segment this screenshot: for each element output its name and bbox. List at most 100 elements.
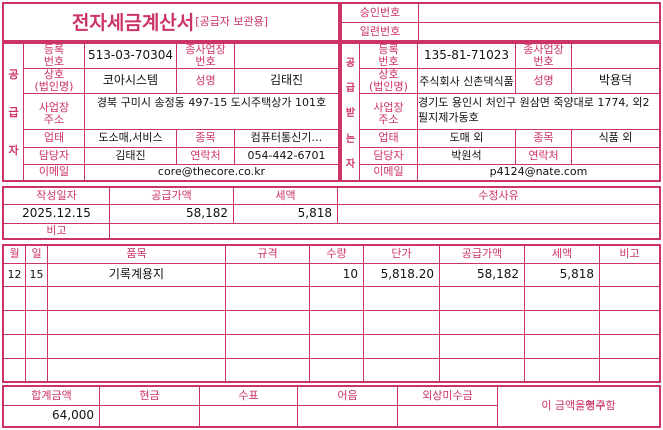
supplier-biz-type-value: 도소매,서비스 [85,130,177,148]
summary-note-value [110,224,659,238]
supplier-ceo-value: 김태진 [235,69,338,94]
buyer-address-value: 경기도 용인시 처인구 원삼면 죽양대로 1774, 외2필지제가동호 [418,94,659,130]
buyer-side-char-1: 급 [345,83,356,95]
items-col-spec: 규격 [226,246,310,264]
summary-tax-value: 5,818 [234,205,338,224]
supplier-side-char-0: 공 [8,68,19,81]
supplier-contact-person-value: 김태진 [85,148,177,165]
table-row: 5,818.20 [364,264,440,287]
buyer-company-label: 상호 (법인명) [360,69,418,94]
table-row [525,311,600,335]
table-row [26,335,48,359]
table-row [4,359,26,381]
items-col-month: 월 [4,246,26,264]
buyer-reg-no-value: 135-81-71023 [418,44,516,69]
table-row [226,335,310,359]
supplier-company-label: 상호 (법인명) [24,69,85,94]
supplier-reg-no-value: 513-03-70304 [85,44,177,69]
buyer-ceo-label: 성명 [516,69,572,94]
supplier-phone-label: 연락처 [177,148,235,165]
buyer-side-char-0: 공 [345,58,356,70]
promissory-note-value [298,406,398,426]
supplier-biz-item-label: 종목 [177,130,235,148]
supplier-contact-person-label: 담당자 [24,148,85,165]
supplier-biz-type-label: 업태 [24,130,85,148]
buyer-reg-no-label: 등록 번호 [360,44,418,69]
table-row [48,311,226,335]
buyer-sub-biz-label: 종사업장 번호 [516,44,572,69]
buyer-frame [340,42,661,182]
table-row [26,287,48,311]
table-row [48,287,226,311]
buyer-biz-item-value: 식품 외 [572,130,659,148]
supplier-phone-value: 054-442-6701 [235,148,338,165]
table-row [310,335,364,359]
table-row [226,264,310,287]
supplier-side-char-2: 자 [8,144,19,157]
table-row [226,359,310,381]
summary-date-value: 2025.12.15 [4,205,110,224]
supplier-biz-item-value: 컴퓨터통신기… [235,130,338,148]
summary-frame [2,186,661,240]
table-row [364,335,440,359]
summary-reason-value [338,205,659,224]
closing-toggle-group[interactable]: 영수 청구 [585,399,606,413]
total-amount-value: 64,000 [4,406,100,426]
table-row [440,335,525,359]
summary-tax-label: 세액 [234,188,338,205]
table-row [4,311,26,335]
buyer-address-label: 사업장 주소 [360,94,418,130]
items-col-qty: 수량 [310,246,364,264]
items-col-tax: 세액 [525,246,600,264]
buyer-biz-type-value: 도매 외 [418,130,516,148]
document-title-sub: [공급자 보관용] [195,15,269,28]
table-row [4,287,26,311]
items-col-supply: 공급가액 [440,246,525,264]
table-row: 5,818 [525,264,600,287]
closing-receipt-option[interactable]: 영수 [585,399,606,413]
summary-reason-label: 수정사유 [338,188,659,205]
table-row [364,287,440,311]
cash-label: 현금 [100,387,200,406]
items-col-note: 비고 [600,246,659,264]
buyer-side-char-2: 받 [345,108,356,120]
table-row [4,335,26,359]
table-row [600,264,659,287]
serial-number-value [419,23,659,41]
buyer-biz-type-label: 업태 [360,130,418,148]
table-row [48,335,226,359]
supplier-ceo-label: 성명 [177,69,235,94]
items-col-name: 품목 [48,246,226,264]
buyer-sub-biz-value [572,44,659,69]
credit-label: 외상미수금 [398,387,498,406]
table-row [48,359,226,381]
promissory-note-label: 어음 [298,387,398,406]
table-row [226,311,310,335]
buyer-biz-item-label: 종목 [516,130,572,148]
summary-note-label: 비고 [4,224,110,238]
table-row [364,311,440,335]
table-row: 58,182 [440,264,525,287]
summary-supply-value: 58,182 [110,205,234,224]
buyer-phone-value [572,148,659,165]
approval-frame [340,2,661,42]
table-row [26,311,48,335]
items-col-day: 일 [26,246,48,264]
table-row [600,359,659,381]
closing-claim-option[interactable]: 청구 [585,399,606,413]
approval-number-label: 승인번호 [342,4,419,23]
table-row: 15 [26,264,48,287]
table-row: 12 [4,264,26,287]
buyer-side-label: 공 급 받 는 자 [342,44,360,180]
table-row [226,287,310,311]
supplier-company-value: 코아시스템 [85,69,177,94]
title-frame [2,2,340,42]
table-row [440,311,525,335]
table-row: 기록계용지 [48,264,226,287]
buyer-side-char-4: 자 [345,158,356,170]
supplier-sub-biz-value [235,44,338,69]
buyer-contact-person-value: 박원석 [418,148,516,165]
table-row [440,359,525,381]
document-title-main: 전자세금계산서 [71,11,195,34]
